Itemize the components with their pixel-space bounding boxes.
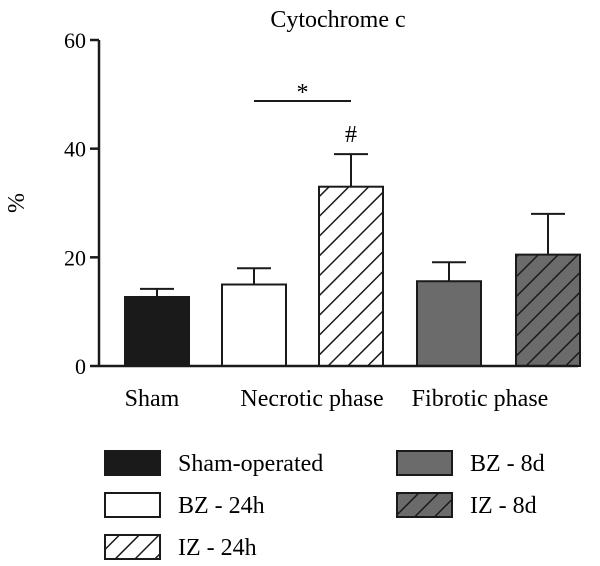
legend-item: Sham-operated [104,450,323,477]
significance-marker: # [345,122,357,148]
x-category-label: Fibrotic phase [412,386,549,412]
legend-label: BZ - 8d [470,451,545,477]
y-tick-label: 20 [64,245,86,270]
legend-item: IZ - 24h [104,534,257,561]
legend-label: IZ - 24h [178,535,257,561]
y-axis-label: % [4,193,30,213]
x-category-label: Sham [125,386,180,412]
chart-title: Cytochrome c [270,7,405,33]
annotations: *# [254,80,357,148]
significance-marker: * [297,80,309,106]
legend-swatch [104,534,161,560]
legend-label: Sham-operated [178,451,323,477]
legend-swatch [396,450,453,476]
y-tick-label: 0 [75,354,86,379]
y-axis: 0 20 40 60 [64,28,101,379]
legend-swatch [396,492,453,518]
bar [515,253,581,367]
bars [124,153,581,368]
bar [124,295,190,368]
legend-label: IZ - 8d [470,493,537,519]
y-tick-label: 40 [64,137,86,162]
x-category-label: Necrotic phase [240,386,383,412]
y-tick-label: 60 [64,28,86,53]
legend-swatch [104,492,161,518]
legend-swatch [104,450,161,476]
x-axis: Sham Necrotic phase Fibrotic phase [99,364,578,412]
legend: Sham-operated BZ - 24h IZ - 24h BZ - 8d IZ -… [104,450,545,561]
legend-item: IZ - 8d [396,492,537,519]
bar [221,283,287,367]
legend-item: BZ - 24h [104,492,265,519]
legend-item: BZ - 8d [396,450,545,477]
bar [318,185,384,367]
legend-label: BZ - 24h [178,493,265,519]
bar [416,280,482,367]
